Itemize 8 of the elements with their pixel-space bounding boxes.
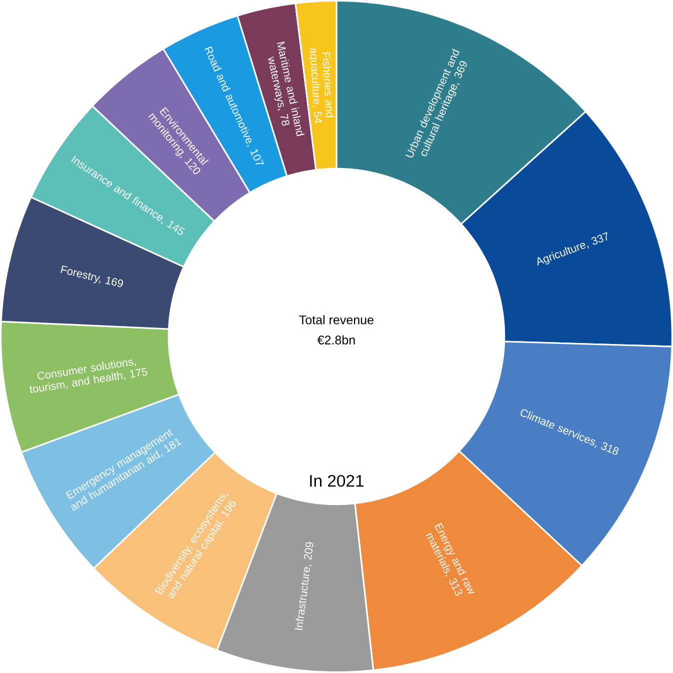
text: €2.8bn xyxy=(317,335,355,344)
text: Total revenue xyxy=(299,315,374,324)
slice-label: Maritime and inland waterways, 78 xyxy=(268,42,305,136)
slice-label: Infrastructure, 209 xyxy=(294,542,314,630)
slice-label: Fisheries and aquaculture, 54 xyxy=(308,48,334,124)
text: In 2021 xyxy=(310,474,364,487)
slice-label: Consumer solutions, tourism, and health, 175 xyxy=(29,360,148,394)
slice-label: Forestry, 169 xyxy=(60,266,124,288)
